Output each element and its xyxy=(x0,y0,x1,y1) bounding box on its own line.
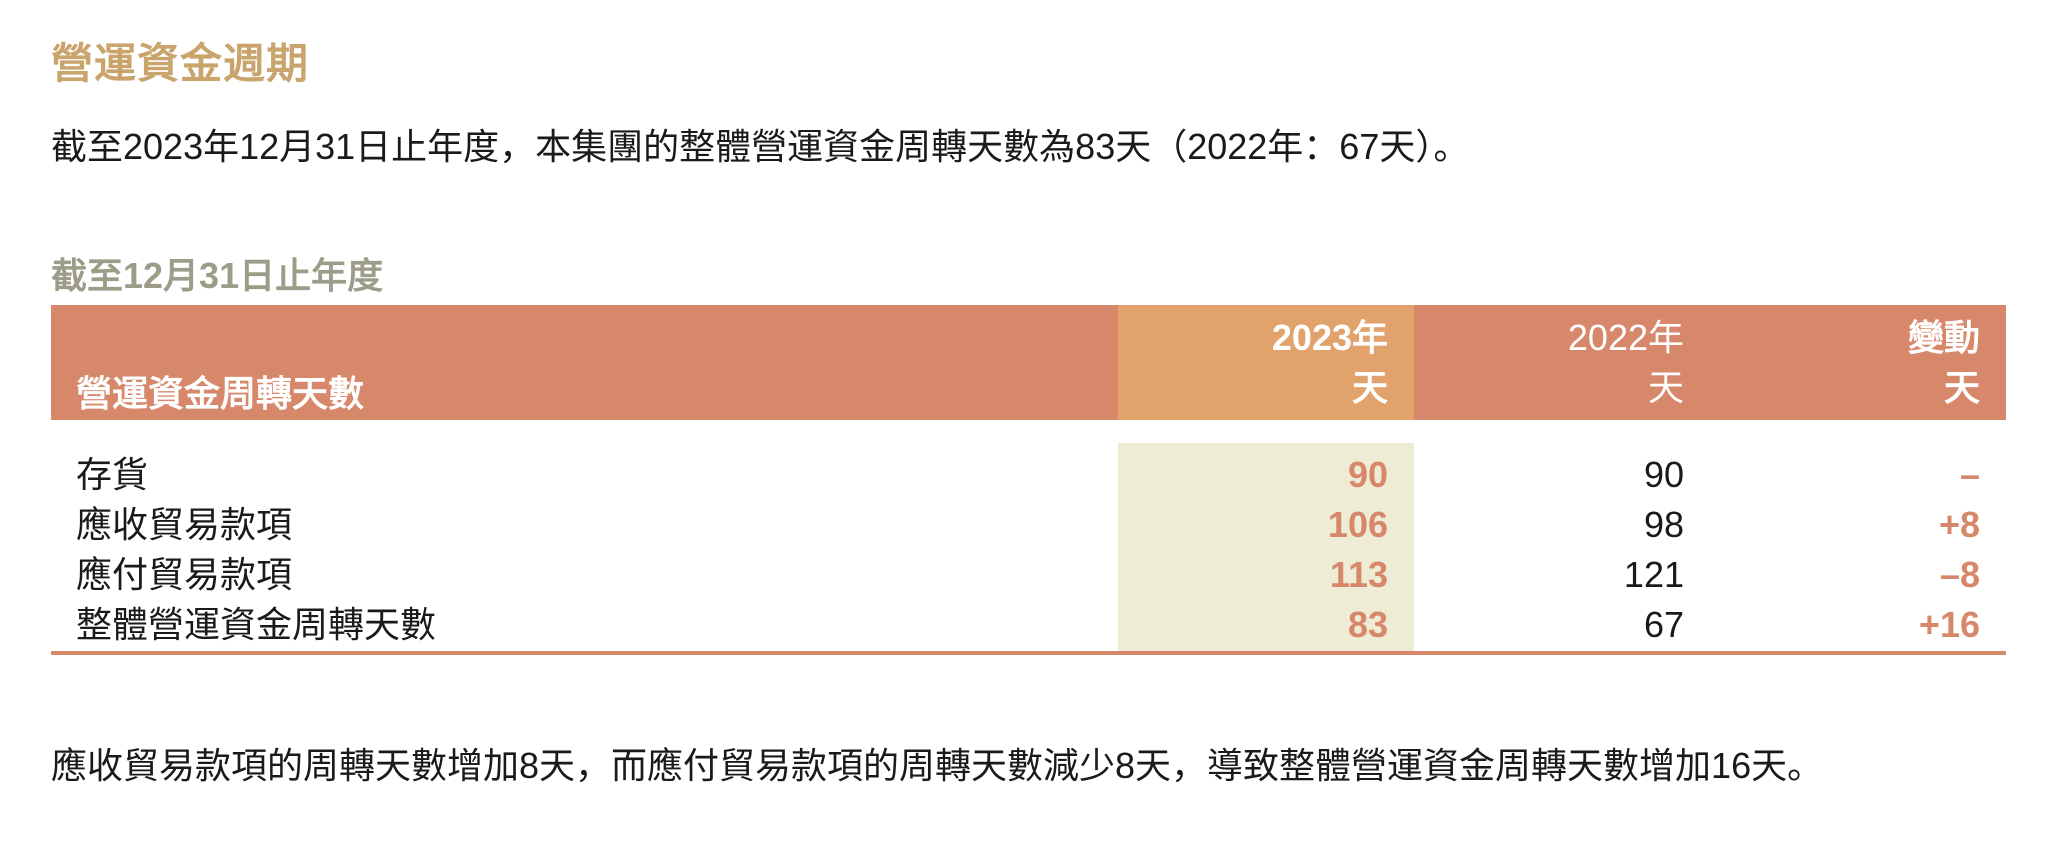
table-subtitle: 截至12月31日止年度 xyxy=(51,255,384,296)
column-unit: 天 xyxy=(1351,367,1388,408)
value-2022: 90 xyxy=(1643,454,1684,495)
table-header: 營運資金周轉天數 2023年 天 2022年 天 變動 天 xyxy=(51,305,2006,420)
value-2022: 121 xyxy=(1623,554,1684,595)
column-year: 變動 xyxy=(1907,317,1980,358)
table-row: 存貨 90 90 – xyxy=(51,450,2006,500)
value-2023: 83 xyxy=(1347,604,1388,645)
value-2023: 113 xyxy=(1329,554,1388,595)
column-2023-highlight xyxy=(1118,443,1414,651)
column-header-change: 變動 天 xyxy=(1710,305,2006,420)
value-change: +16 xyxy=(1918,604,1980,645)
column-unit: 天 xyxy=(1647,367,1684,408)
table-row-total: 整體營運資金周轉天數 83 67 +16 xyxy=(51,600,2006,650)
column-header-2022: 2022年 天 xyxy=(1414,305,1710,420)
row-label: 應收貿易款項 xyxy=(76,504,293,545)
value-2022: 98 xyxy=(1643,504,1684,545)
value-2023: 90 xyxy=(1347,454,1388,495)
value-change: –8 xyxy=(1939,554,1980,595)
header-label: 營運資金周轉天數 xyxy=(76,373,365,414)
table-row: 應收貿易款項 106 98 +8 xyxy=(51,500,2006,550)
column-year: 2023年 xyxy=(1271,317,1388,358)
column-header-2023: 2023年 天 xyxy=(1118,305,1414,420)
section-title: 營運資金週期 xyxy=(51,40,310,87)
row-label: 存貨 xyxy=(76,454,149,495)
value-change: – xyxy=(1959,454,1980,495)
value-2023: 106 xyxy=(1327,504,1388,545)
column-year: 2022年 xyxy=(1567,317,1684,358)
column-unit: 天 xyxy=(1943,367,1980,408)
intro-paragraph: 截至2023年12月31日止年度，本集團的整體營運資金周轉天數為83天（2022… xyxy=(51,126,1470,167)
table-row: 應付貿易款項 113 121 –8 xyxy=(51,550,2006,600)
value-change: +8 xyxy=(1938,504,1980,545)
value-2022: 67 xyxy=(1643,604,1684,645)
conclusion-paragraph: 應收貿易款項的周轉天數增加8天，而應付貿易款項的周轉天數減少8天，導致整體營運資… xyxy=(51,745,1824,786)
row-label: 整體營運資金周轉天數 xyxy=(76,604,437,645)
table-body: 存貨 90 90 – 應收貿易款項 106 98 +8 應付貿易款項 113 1… xyxy=(51,450,2006,650)
table-bottom-rule xyxy=(51,651,2006,655)
row-label: 應付貿易款項 xyxy=(76,554,293,595)
